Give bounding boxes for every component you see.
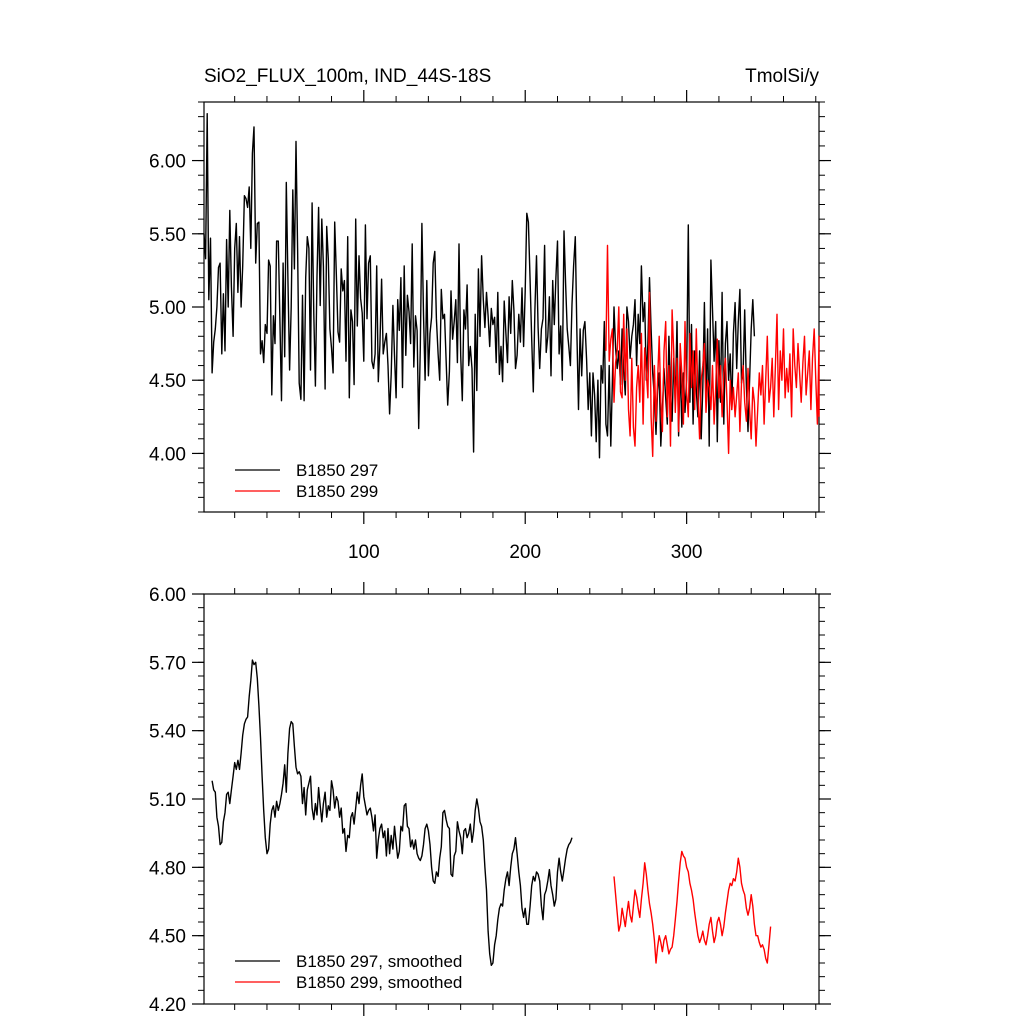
- top-legend: B1850 297 B1850 299: [235, 461, 378, 501]
- bottom-ytick-label: 4.20: [149, 995, 186, 1016]
- top-series-line-0: [203, 112, 756, 459]
- bottom-series-line-0: [211, 659, 573, 966]
- bottom-ytick-label: 5.10: [149, 790, 186, 811]
- top-axis-ticks: 4.00 4.50 5.00 5.50 6.00 100 200 300: [149, 90, 831, 563]
- top-series-lines: [203, 112, 820, 459]
- bottom-ytick-label: 6.00: [149, 585, 186, 606]
- top-panel: SiO2_FLUX_100m, IND_44S-18S TmolSi/y 4.0…: [149, 66, 831, 563]
- bottom-series-lines: [211, 659, 772, 966]
- bottom-series-line-1: [613, 850, 772, 964]
- bottom-ytick-label: 4.80: [149, 858, 186, 879]
- top-legend-label-299: B1850 299: [296, 482, 378, 501]
- top-ytick-label: 5.00: [149, 298, 186, 319]
- top-ytick-label: 5.50: [149, 225, 186, 246]
- top-xtick-label: 100: [348, 542, 380, 563]
- bottom-legend-label-299: B1850 299, smoothed: [296, 973, 462, 992]
- top-ytick-label: 4.00: [149, 444, 186, 465]
- top-chart-units: TmolSi/y: [745, 66, 819, 87]
- bottom-plot-frame: [203, 593, 820, 1005]
- top-series-line-1: [605, 244, 820, 458]
- bottom-ytick-label: 5.40: [149, 722, 186, 743]
- top-xtick-label: 300: [671, 542, 703, 563]
- top-ytick-label: 6.00: [149, 152, 186, 173]
- bottom-axis-ticks: 4.20 4.50 4.80 5.10 5.40 5.70 6.00: [149, 582, 831, 1016]
- bottom-ytick-label: 4.50: [149, 927, 186, 948]
- top-legend-label-297: B1850 297: [296, 461, 378, 480]
- bottom-panel: 4.20 4.50 4.80 5.10 5.40 5.70 6.00 B1850 297, …: [149, 582, 831, 1016]
- bottom-ytick-label: 5.70: [149, 653, 186, 674]
- bottom-legend-label-297: B1850 297, smoothed: [296, 952, 462, 971]
- top-chart-title: SiO2_FLUX_100m, IND_44S-18S: [204, 66, 491, 87]
- top-xtick-label: 200: [509, 542, 541, 563]
- bottom-legend: B1850 297, smoothed B1850 299, smoothed: [235, 952, 462, 992]
- top-ytick-label: 4.50: [149, 371, 186, 392]
